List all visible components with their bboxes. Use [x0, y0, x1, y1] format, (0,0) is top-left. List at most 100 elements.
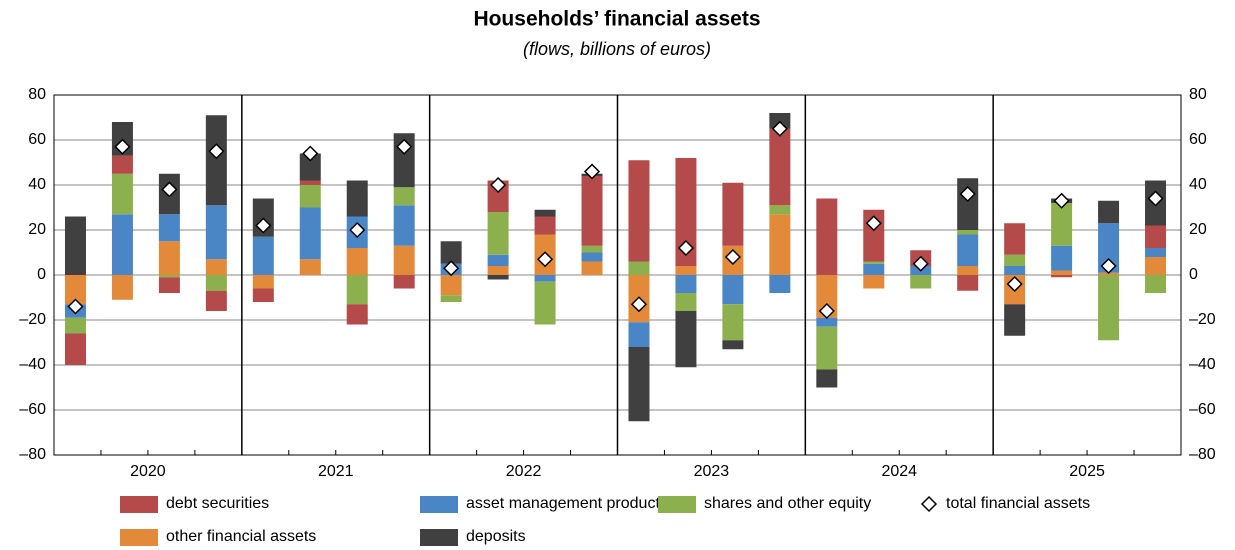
- total-marker: [255, 217, 272, 234]
- bar-segment: [346, 304, 368, 325]
- chart-title: Households’ financial assets: [473, 8, 760, 31]
- total-marker: [912, 255, 929, 272]
- x-group-label: 2020: [130, 463, 166, 480]
- bar-segment: [64, 275, 86, 305]
- bar-segment: [440, 275, 462, 296]
- total-marker: [583, 163, 601, 180]
- x-group-label: 2021: [318, 463, 354, 480]
- bar-segment: [299, 259, 321, 275]
- total-marker: [1100, 257, 1117, 275]
- bar-segment: [816, 317, 838, 327]
- y-tick-label: 80: [28, 86, 46, 103]
- bar-segment: [769, 214, 791, 275]
- y2-tick-label: –20: [1189, 311, 1216, 328]
- bar-segment: [346, 248, 368, 275]
- total-marker: [1147, 190, 1164, 207]
- bar-segment: [722, 275, 744, 305]
- bar-segment: [299, 185, 321, 208]
- legend-label: total financial assets: [946, 495, 1090, 512]
- bar-segment: [863, 263, 885, 275]
- bar-segment: [628, 322, 650, 347]
- bar-segment: [1145, 225, 1167, 248]
- legend-marker: [920, 495, 938, 513]
- bar-segment: [205, 290, 227, 311]
- bar-segment: [1145, 257, 1167, 275]
- y2-tick-label: –80: [1189, 446, 1216, 463]
- total-marker: [771, 120, 788, 137]
- bar-segment: [957, 275, 979, 291]
- total-marker: [818, 302, 835, 320]
- y2-tick-label: 80: [1189, 86, 1207, 103]
- bar-segment: [487, 254, 509, 266]
- y-tick-label: –60: [19, 401, 46, 418]
- y2-tick-label: 0: [1189, 266, 1198, 283]
- bar-segment: [1051, 270, 1073, 275]
- total-marker: [724, 248, 741, 266]
- bar-segment: [957, 230, 979, 235]
- bar-segment: [722, 182, 744, 246]
- bar-segment: [957, 234, 979, 266]
- bar-segment: [957, 178, 979, 230]
- y-tick-label: 60: [28, 131, 46, 148]
- bar-segment: [1004, 266, 1026, 275]
- bar-segment: [487, 275, 509, 280]
- total-marker: [67, 298, 84, 315]
- bar-segment: [393, 187, 415, 206]
- bar-segment: [205, 205, 227, 260]
- bar-segment: [816, 198, 838, 275]
- bar-segment: [675, 158, 697, 266]
- bar-segment: [1145, 275, 1167, 293]
- legend-label: deposits: [466, 528, 526, 545]
- bar-segment: [534, 281, 556, 325]
- legend-swatch: [420, 496, 458, 513]
- bar-segment: [252, 275, 274, 289]
- total-marker: [161, 181, 178, 198]
- bar-segment: [1098, 275, 1120, 341]
- total-marker: [302, 145, 319, 162]
- bar-segment: [487, 266, 509, 275]
- y2-tick-label: 40: [1189, 176, 1207, 193]
- total-marker: [443, 260, 460, 277]
- bar-segment: [1145, 248, 1167, 257]
- total-marker: [1053, 192, 1070, 209]
- bar-segment: [534, 216, 556, 235]
- bar-segment: [64, 317, 86, 334]
- bar-segment: [1004, 254, 1026, 266]
- bar-segment: [158, 277, 180, 293]
- bar-segment: [346, 180, 368, 217]
- bar-segment: [628, 347, 650, 422]
- bar-segment: [1098, 200, 1120, 224]
- bar-segment: [863, 275, 885, 289]
- y-tick-label: 20: [28, 221, 46, 238]
- bar-segment: [487, 180, 509, 212]
- bar-segment: [393, 205, 415, 246]
- bar-segment: [111, 214, 133, 275]
- bar-segment: [111, 155, 133, 174]
- y-tick-label: 40: [28, 176, 46, 193]
- x-group-label: 2023: [694, 463, 730, 480]
- bar-segment: [816, 369, 838, 388]
- total-marker: [677, 239, 694, 257]
- bar-segment: [299, 207, 321, 260]
- bar-segment: [440, 295, 462, 302]
- x-group-label: 2025: [1069, 463, 1105, 480]
- bar-segment: [158, 275, 180, 278]
- bar-segment: [205, 259, 227, 275]
- y-tick-label: –80: [19, 446, 46, 463]
- bar-segment: [1004, 304, 1026, 336]
- bar-segment: [299, 180, 321, 185]
- bar-segment: [628, 261, 650, 275]
- bar-segment: [205, 275, 227, 291]
- bar-segment: [957, 266, 979, 275]
- bar-segment: [675, 293, 697, 311]
- total-marker: [959, 185, 976, 203]
- y2-tick-label: –60: [1189, 401, 1216, 418]
- bar-segment: [299, 153, 321, 181]
- bar-segment: [393, 275, 415, 289]
- bar-segment: [205, 115, 227, 206]
- bar-segment: [252, 236, 274, 275]
- y2-tick-label: –40: [1189, 356, 1216, 373]
- bar-segment: [252, 288, 274, 302]
- bar-segment: [675, 311, 697, 368]
- legend-swatch: [420, 529, 458, 546]
